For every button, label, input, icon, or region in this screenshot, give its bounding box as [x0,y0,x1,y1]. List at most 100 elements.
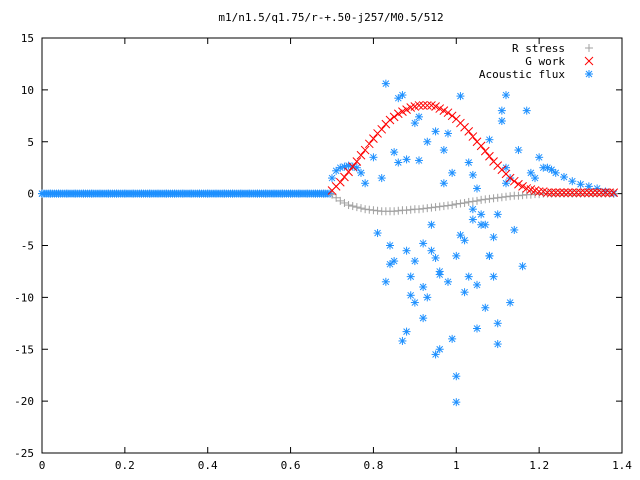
data-point [435,104,445,113]
data-point [567,188,577,197]
data-point [464,127,474,136]
legend-label: R stress [512,42,565,55]
data-point [452,200,461,208]
data-point [506,298,515,307]
data-point [398,91,407,100]
data-point [389,112,399,122]
data-point [419,239,428,248]
data-point [497,193,506,202]
data-point [369,134,378,143]
chart-title: m1/n1.5/q1.75/r-+.50-j257/M0.5/512 [218,11,443,24]
data-point [518,182,527,191]
data-point [444,277,452,286]
x-tick-label: 0.8 [363,459,383,472]
data-point [592,188,602,197]
data-point [357,168,365,177]
data-point [588,188,598,197]
data-point [402,155,411,164]
data-point [485,151,494,161]
legend-marker [584,56,594,66]
data-point [448,201,457,210]
data-point [502,91,510,100]
data-point [481,195,490,204]
data-point [448,168,457,177]
data-point [427,246,436,255]
y-tick-label: -25 [14,447,34,460]
data-point [568,177,577,186]
data-point [473,280,481,289]
y-tick-label: -20 [14,395,34,408]
data-point [328,174,336,183]
data-point [481,303,490,312]
data-point [390,148,399,157]
data-point [398,107,407,117]
data-point [344,167,353,177]
data-point [497,117,506,125]
data-point [386,260,394,269]
data-point [506,192,515,201]
data-point [402,327,411,336]
data-point [456,92,465,101]
data-point [456,199,465,208]
data-point [435,267,444,276]
data-point [439,202,448,211]
data-point [365,205,374,214]
data-point [468,197,477,206]
data-point [596,188,606,197]
data-point [534,187,544,196]
data-point [377,174,386,183]
data-point [361,179,370,188]
data-point [431,253,440,262]
data-point [547,165,556,174]
data-point [415,112,423,121]
data-point [489,233,498,242]
data-point [419,204,428,213]
data-point [390,257,399,266]
y-tick-label: -5 [21,240,34,253]
data-point [402,246,411,255]
data-point [369,206,378,215]
data-point [381,79,390,88]
data-point [439,179,448,188]
x-tick-label: 1.2 [529,459,549,472]
data-point [394,206,403,215]
data-point [452,372,461,381]
data-point [419,314,428,323]
data-point [452,251,461,260]
y-tick-label: 10 [21,84,34,97]
series-g-work [327,101,619,197]
data-point [431,127,440,136]
data-point [572,188,581,197]
data-point [493,340,502,349]
y-tick-label: 5 [27,136,34,149]
data-point [444,129,452,138]
x-tick-label: 0.4 [198,459,218,472]
data-point [514,191,523,200]
data-point [418,101,428,110]
data-point [414,101,424,110]
data-point [464,158,473,167]
data-point [348,202,357,211]
data-point [443,108,453,118]
data-point [402,105,411,114]
data-point [460,236,469,245]
x-tick-label: 0.6 [281,459,301,472]
data-point [364,139,374,149]
data-point [340,198,349,207]
data-point [356,150,366,160]
data-point [415,205,423,214]
data-point [435,202,444,211]
data-point [456,231,465,240]
data-point [563,188,573,197]
data-point [410,257,419,266]
data-point [410,298,419,307]
data-point [460,288,469,297]
data-point [435,345,444,354]
data-point [328,190,336,199]
data-point [377,124,387,134]
data-point [609,188,619,197]
data-point [390,207,399,216]
series-acoustic-flux [38,79,618,407]
